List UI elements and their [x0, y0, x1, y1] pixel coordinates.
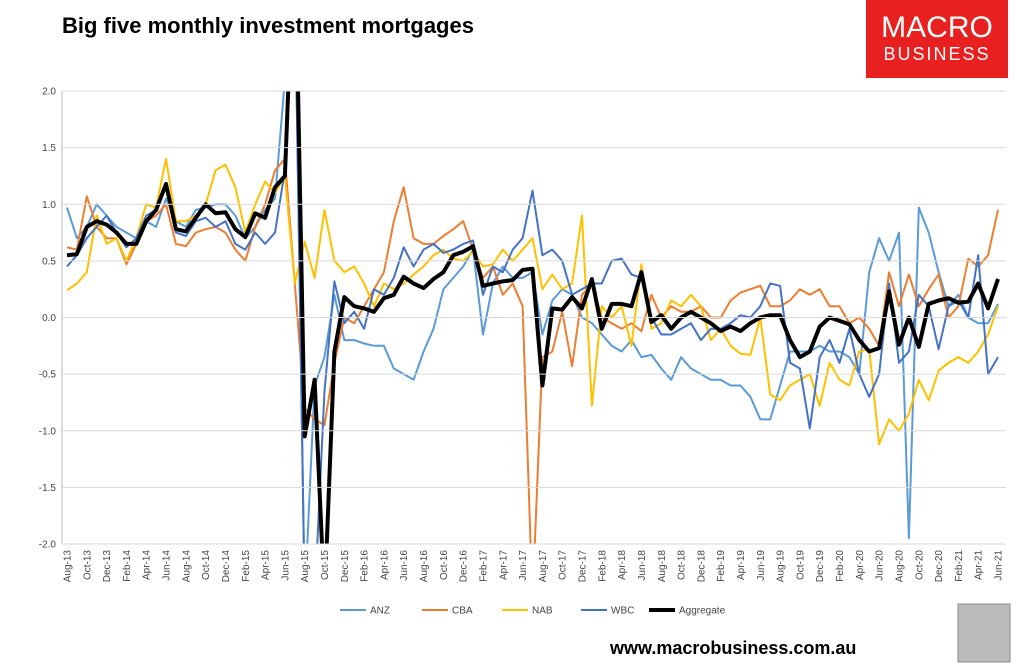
x-tick-label: Apr-16	[379, 550, 390, 580]
x-tick-label: Aug-20	[894, 550, 905, 583]
x-tick-label: Aug-19	[776, 550, 787, 583]
logo-text: BUSINESS	[883, 44, 990, 64]
x-tick-label: Aug-14	[181, 550, 192, 583]
x-tick-label: Feb-19	[716, 550, 727, 582]
x-tick-label: Aug-17	[538, 550, 549, 583]
y-tick-label: 1.5	[42, 143, 56, 154]
x-tick-label: Apr-19	[736, 550, 747, 580]
logo-box	[866, 0, 1008, 78]
x-tick-label: Aug-15	[300, 550, 311, 583]
x-tick-label: Oct-20	[914, 550, 925, 580]
x-tick-label: Apr-20	[855, 550, 866, 580]
x-tick-label: Oct-14	[201, 550, 212, 580]
x-tick-label: Feb-15	[241, 550, 252, 582]
x-tick-label: Jun-17	[518, 550, 529, 581]
x-tick-label: Oct-16	[439, 550, 450, 580]
x-tick-label: Apr-15	[261, 550, 272, 580]
x-tick-label: Jun-14	[162, 550, 173, 581]
x-tick-label: Jun-20	[875, 550, 886, 581]
x-tick-label: Feb-16	[360, 550, 371, 582]
x-tick-label: Apr-14	[142, 550, 153, 580]
x-tick-label: Feb-21	[954, 550, 965, 582]
y-tick-label: -0.5	[39, 370, 57, 381]
x-tick-label: Feb-17	[478, 550, 489, 582]
series-line	[66, 91, 1000, 544]
x-tick-label: Apr-21	[974, 550, 985, 580]
y-tick-label: 2.0	[42, 87, 56, 98]
x-tick-label: Oct-13	[82, 550, 93, 580]
plot-area	[66, 91, 1000, 544]
chart-title: Big five monthly investment mortgages	[62, 13, 474, 38]
x-tick-label: Jun-21	[994, 550, 1005, 581]
x-tick-label: Dec-20	[934, 550, 945, 583]
x-tick-label: Dec-18	[696, 550, 707, 583]
series-line	[66, 157, 999, 544]
legend-label: ANZ	[370, 606, 390, 617]
x-tick-label: Dec-19	[815, 550, 826, 583]
x-tick-label: Dec-14	[221, 550, 232, 583]
x-tick-label: Oct-17	[558, 550, 569, 580]
fox-icon	[957, 603, 1011, 663]
logo-text: MACRO	[881, 11, 993, 44]
y-tick-label: -1.5	[39, 483, 57, 494]
x-tick-label: Aug-18	[657, 550, 668, 583]
x-tick-label: Aug-16	[419, 550, 430, 583]
x-tick-label: Feb-18	[597, 550, 608, 582]
legend-label: CBA	[452, 606, 473, 617]
x-tick-label: Aug-13	[63, 550, 74, 583]
y-tick-label: 1.0	[42, 200, 56, 211]
y-tick-label: -2.0	[39, 540, 57, 551]
x-tick-label: Jun-19	[756, 550, 767, 581]
x-tick-label: Dec-16	[459, 550, 470, 583]
x-tick-label: Oct-15	[320, 550, 331, 580]
footer: www.macrobusiness.com.au	[609, 638, 856, 658]
x-tick-label: Jun-15	[280, 550, 291, 581]
x-tick-label: Dec-13	[102, 550, 113, 583]
x-tick-label: Feb-14	[122, 550, 133, 582]
x-tick-label: Dec-17	[578, 550, 589, 583]
x-tick-label: Dec-15	[340, 550, 351, 583]
x-tick-label: Oct-18	[677, 550, 688, 580]
legend-label: Aggregate	[679, 606, 726, 617]
y-tick-label: 0.0	[42, 313, 56, 324]
legend-label: NAB	[532, 606, 553, 617]
x-tick-label: Oct-19	[795, 550, 806, 580]
x-tick-label: Feb-20	[835, 550, 846, 582]
series-line	[66, 91, 999, 544]
series-line	[66, 91, 999, 544]
x-tick-label: Apr-18	[617, 550, 628, 580]
x-tick-label: Jun-16	[399, 550, 410, 581]
x-tick-label: Apr-17	[498, 550, 509, 580]
x-tick-label: Jun-18	[637, 550, 648, 581]
y-tick-label: -1.0	[39, 426, 57, 437]
legend-label: WBC	[611, 606, 634, 617]
series-line	[66, 157, 999, 446]
y-tick-label: 0.5	[42, 256, 56, 267]
